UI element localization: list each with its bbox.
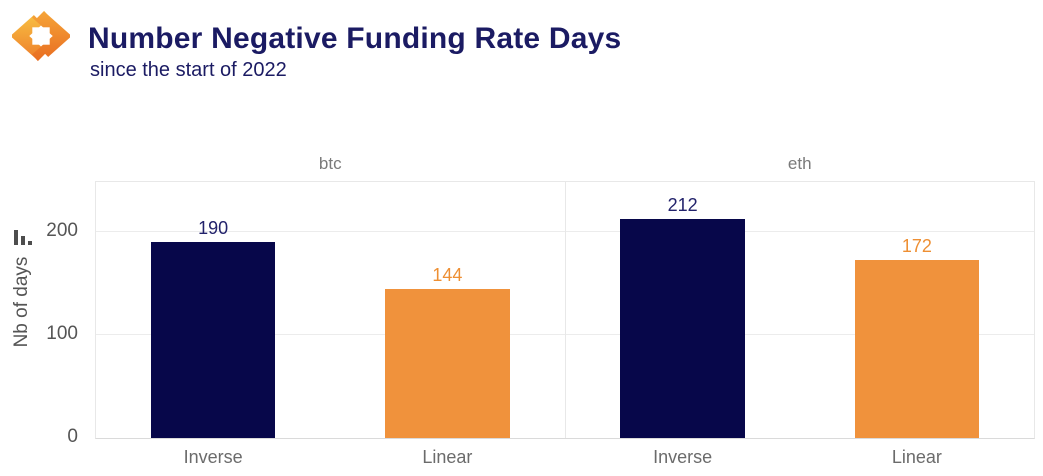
x-tick-eth-linear: Linear [891,447,942,467]
mini-bar-chart-icon [14,230,32,245]
page-subtitle: since the start of 2022 [90,59,287,81]
bar-value-eth-linear: 172 [901,236,932,257]
bar-eth-linear[interactable] [854,260,980,438]
bar-eth-inverse[interactable] [620,219,745,438]
y-axis-ticks: 0 100 200 [30,181,78,446]
plot-area: btc 190 Inverse 144 Linear eth 212 Inverse 172 Li… [95,154,1035,467]
y-tick-100: 100 [46,322,78,344]
y-tick-0: 0 [67,426,78,447]
bar-btc-linear[interactable] [385,289,510,438]
facet-title-btc: btc [318,154,342,173]
bar-btc-inverse[interactable] [150,241,276,438]
x-tick-eth-inverse: Inverse [653,447,713,467]
page-title: Number Negative Funding Rate Days [88,22,622,55]
facet-panel-btc: btc 190 Inverse 144 Linear [96,154,565,467]
bar-value-btc-linear: 144 [432,265,463,286]
bar-value-eth-inverse: 212 [667,195,698,216]
app-logo [12,7,70,65]
y-tick-200: 200 [46,219,78,241]
x-tick-btc-linear: Linear [422,447,473,467]
x-tick-btc-inverse: Inverse [183,447,243,467]
bar-value-btc-inverse: 190 [198,217,229,238]
facet-title-eth: eth [787,154,812,173]
facet-panel-eth: eth 212 Inverse 172 Linear [564,154,1035,467]
